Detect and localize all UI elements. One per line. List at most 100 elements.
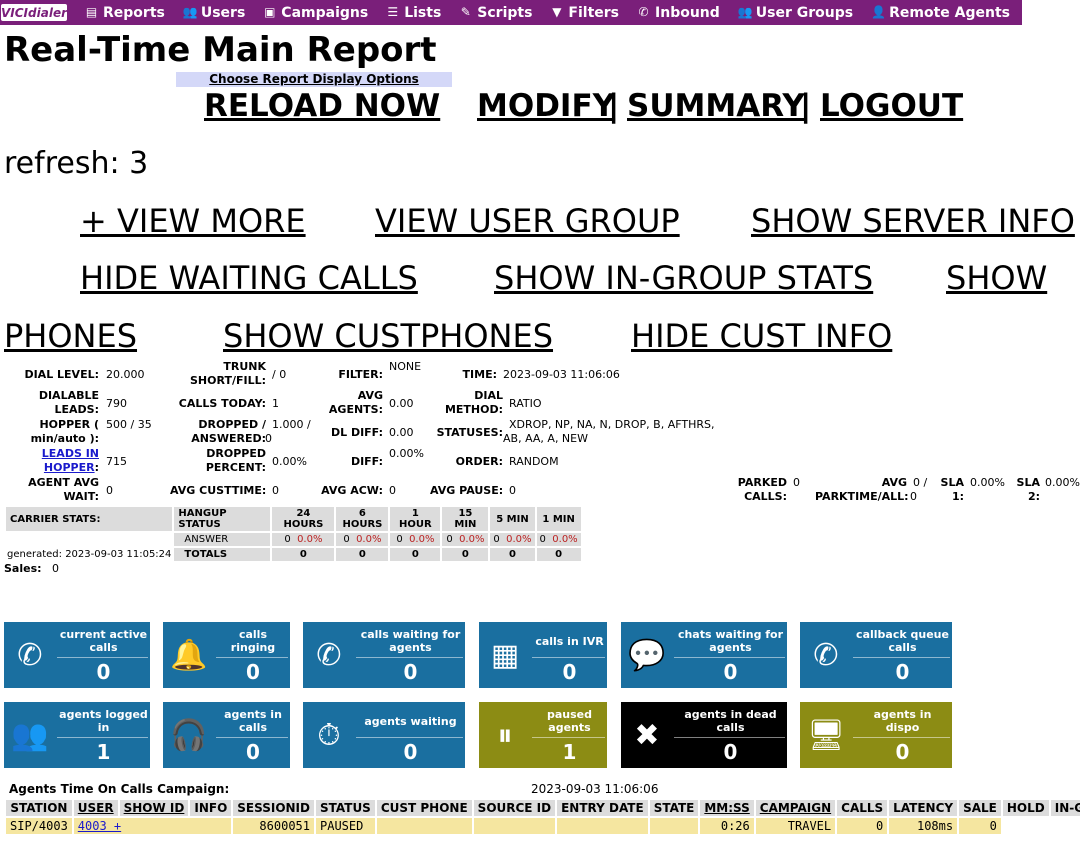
- leads-in-hopper-label[interactable]: LEADS IN HOPPER:: [4, 447, 99, 475]
- sla-2-label: SLA 2:: [1014, 476, 1040, 504]
- col-header-mm-ss[interactable]: MM:SS: [700, 800, 754, 816]
- modify-link[interactable]: MODIFY: [477, 88, 616, 124]
- hide-waiting-calls-link[interactable]: HIDE WAITING CALLS: [80, 259, 418, 297]
- reports-icon: ▤: [85, 5, 98, 19]
- agents-table-time: 2023-09-03 11:06:06: [531, 782, 659, 796]
- statuses-value: XDROP, NP, NA, N, DROP, B, AFTHRS, AB, AA…: [503, 418, 714, 446]
- show-in-group-stats-link[interactable]: SHOW IN-GROUP STATS: [494, 259, 874, 297]
- col-header-state: STATE: [649, 800, 699, 816]
- label-line: DROPPED: [206, 447, 266, 460]
- nav-item-filters[interactable]: ▼ Filters: [550, 5, 619, 21]
- count: 0: [396, 534, 403, 545]
- col-header-sessionid: SESSIONID: [233, 800, 314, 816]
- card-current-active-calls: ✆ current active calls 0: [4, 622, 150, 688]
- value-line: AB, AA, A, NEW: [503, 432, 588, 445]
- value-line: 0 /: [913, 476, 928, 489]
- label-line: TRUNK: [223, 360, 266, 373]
- show-phones-link-continued[interactable]: PHONES: [4, 317, 138, 355]
- state-cell: [649, 818, 699, 834]
- nav-item-campaigns[interactable]: ▣ Campaigns: [263, 5, 368, 21]
- view-more-link[interactable]: + VIEW MORE: [80, 202, 306, 240]
- nav-item-reports[interactable]: ▤ Reports: [85, 5, 165, 21]
- station-cell: SIP/4003: [6, 818, 72, 834]
- sales-label: Sales:: [4, 562, 42, 575]
- card-label: agents waiting: [364, 714, 457, 728]
- show-custphones-link[interactable]: SHOW CUSTPHONES: [223, 317, 554, 355]
- card-value: 0: [403, 740, 418, 764]
- logout-link[interactable]: LOGOUT: [820, 88, 964, 124]
- 1-hour-header: 1 HOUR: [390, 507, 441, 531]
- view-user-group-link[interactable]: VIEW USER GROUP: [375, 202, 680, 240]
- nav-item-scripts[interactable]: ✎ Scripts: [459, 5, 533, 21]
- show-server-info-link[interactable]: SHOW SERVER INFO: [751, 202, 1075, 240]
- hide-cust-info-link[interactable]: HIDE CUST INFO: [631, 317, 893, 355]
- sla-2-value: 0.00%: [1045, 476, 1080, 489]
- nav-item-user-groups[interactable]: 👥 User Groups: [738, 5, 853, 21]
- leads-in-hopper-link[interactable]: HOPPER: [43, 461, 95, 474]
- nav-item-inbound[interactable]: ✆ Inbound: [637, 5, 719, 21]
- col-header-show-id[interactable]: SHOW ID: [119, 800, 189, 816]
- col-header-cust-phone: CUST PHONE: [376, 800, 472, 816]
- sales-value: 0: [52, 562, 60, 575]
- card-value: 1: [562, 740, 577, 764]
- leads-in-hopper-link[interactable]: LEADS IN: [41, 447, 99, 460]
- label-line: PERCENT:: [205, 461, 266, 474]
- label-line: DROPPED /: [198, 418, 266, 431]
- choose-display-options-link[interactable]: Choose Report Display Options: [176, 72, 452, 87]
- refresh-indicator: refresh: 3: [4, 146, 149, 181]
- summary-link[interactable]: SUMMARY: [627, 88, 805, 124]
- answer-5m: 0 0.0%: [490, 533, 535, 546]
- card-chats-waiting-for-agents: 💬 chats waiting for agents 0: [621, 622, 787, 688]
- user-link[interactable]: 4003 +: [77, 819, 122, 833]
- card-divider: [57, 737, 148, 738]
- card-agents-waiting: ⏱ agents waiting 0: [303, 702, 465, 768]
- lists-icon: ☰: [387, 5, 399, 19]
- vicidialer-logo[interactable]: VICIdialer: [1, 4, 67, 21]
- label-line: DIAL: [474, 389, 503, 402]
- nav-item-remote-agents[interactable]: 👤 Remote Agents: [871, 5, 1010, 21]
- remote-agents-icon: 👤: [871, 5, 887, 19]
- card-label: calls waiting for agents: [360, 628, 461, 654]
- col-header-status: STATUS: [316, 800, 375, 816]
- calls-today-value: 1: [272, 397, 279, 410]
- label-line: METHOD:: [444, 403, 503, 416]
- nav-item-admin[interactable]: ⚙ Admin: [1028, 5, 1080, 21]
- nav-item-label: Reports: [103, 4, 165, 21]
- label-line: SHORT/FILL:: [189, 374, 266, 387]
- hopper-value: 500 / 35: [106, 418, 152, 431]
- card-value: 0: [723, 660, 738, 684]
- show-phones-link[interactable]: SHOW: [946, 259, 1048, 297]
- card-value: 0: [562, 660, 577, 684]
- card-value: 0: [246, 740, 260, 764]
- filters-icon: ▼: [552, 5, 562, 19]
- col-header-user[interactable]: USER: [73, 800, 118, 816]
- dialable-leads-label: DIALABLE LEADS:: [4, 389, 99, 417]
- 24-hours-header: 24 HOURS: [272, 507, 335, 531]
- sales-count: Sales: 0: [4, 562, 59, 575]
- card-label: chats waiting for agents: [677, 628, 784, 654]
- agents-table: STATION USER SHOW ID INFO SESSIONID STATUS CUS…: [4, 798, 1080, 836]
- percent: 0.0%: [409, 534, 435, 545]
- time-label: TIME:: [462, 368, 497, 381]
- 1-min-header: 1 MIN: [536, 507, 581, 531]
- label-line: ANSWERED:: [191, 432, 266, 445]
- avg-agents-label: AVG AGENTS:: [300, 389, 383, 417]
- filter-label: FILTER:: [338, 368, 383, 381]
- callback-phone-icon: ✆: [813, 637, 839, 673]
- user-cell[interactable]: 4003 +: [73, 818, 232, 834]
- avg-acw-value: 0: [389, 484, 396, 497]
- col-header-campaign[interactable]: CAMPAIGN: [755, 800, 836, 816]
- card-value: 0: [895, 740, 910, 764]
- table-row[interactable]: SIP/4003 4003 + 8600051 PAUSED 0:26 TRAV…: [6, 818, 1080, 834]
- reload-now-link[interactable]: RELOAD NOW: [204, 88, 441, 124]
- trunk-short-fill-label: TRUNK SHORT/FILL:: [170, 360, 266, 388]
- user-groups-icon: 👥: [737, 5, 753, 19]
- phone-clock-icon: ✆: [316, 637, 342, 673]
- nav-item-lists[interactable]: ☰ Lists: [386, 5, 441, 21]
- nav-item-users[interactable]: 👥 Users: [183, 5, 245, 21]
- avg-acw-label: AVG ACW:: [321, 484, 383, 497]
- avg-custtime-label: AVG CUSTTIME:: [170, 484, 267, 497]
- card-callback-queue-calls: ✆ callback queue calls 0: [800, 622, 952, 688]
- card-agents-in-calls: 🎧 agents in calls 0: [163, 702, 290, 768]
- answer-15m: 0 0.0%: [442, 533, 489, 546]
